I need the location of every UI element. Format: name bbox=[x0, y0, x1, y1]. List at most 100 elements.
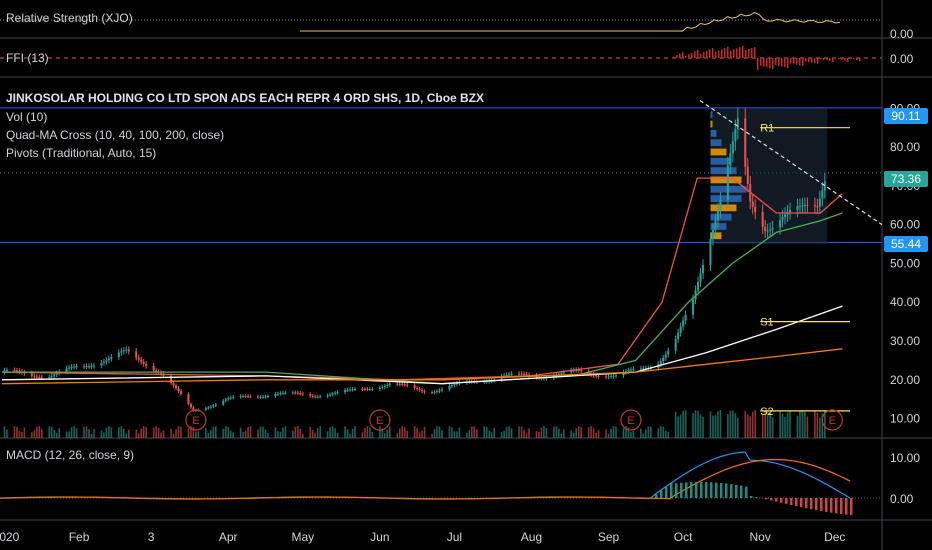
volume-bar bbox=[664, 430, 667, 438]
candle-body bbox=[726, 165, 729, 200]
volume-bar bbox=[597, 430, 600, 438]
candle-body bbox=[294, 392, 297, 394]
candle-body bbox=[729, 153, 732, 166]
macd-histogram-bar bbox=[670, 483, 673, 498]
volume-bar bbox=[292, 430, 294, 438]
candle-body bbox=[107, 358, 110, 361]
ffi-bar bbox=[823, 58, 825, 60]
candle-body bbox=[754, 206, 757, 213]
study-quad-ma[interactable]: Quad-MA Cross (10, 40, 100, 200, close) bbox=[6, 128, 225, 142]
candle-body bbox=[560, 373, 563, 375]
candle-body bbox=[284, 392, 287, 394]
candle-body bbox=[70, 366, 73, 368]
volume-bar bbox=[85, 426, 88, 438]
candle-body bbox=[597, 375, 600, 377]
trendline bbox=[699, 100, 883, 226]
ffi-bar bbox=[751, 48, 753, 58]
volume-bar bbox=[456, 431, 458, 438]
macd-histogram-bar bbox=[685, 482, 688, 498]
volume-bar bbox=[366, 426, 369, 438]
candle-body bbox=[319, 396, 322, 398]
candle-body bbox=[545, 377, 548, 379]
candle-body bbox=[35, 376, 38, 378]
candle-body bbox=[570, 370, 573, 373]
candle-body bbox=[813, 205, 816, 207]
volume-bar bbox=[761, 414, 764, 438]
candle-body bbox=[702, 264, 705, 274]
ffi-bar bbox=[790, 58, 792, 64]
candle-body bbox=[346, 389, 349, 391]
time-axis-label: Sep bbox=[598, 530, 620, 544]
volume-bar bbox=[23, 427, 26, 438]
ffi-bar bbox=[763, 58, 765, 67]
volume-bar bbox=[162, 430, 165, 438]
candle-body bbox=[441, 389, 443, 391]
volume-bar bbox=[535, 430, 538, 438]
candle-body bbox=[331, 393, 334, 395]
ffi-bar bbox=[730, 50, 732, 58]
candle-body bbox=[642, 368, 645, 370]
earnings-marker-label: E bbox=[829, 415, 836, 427]
candle-body bbox=[448, 386, 451, 390]
volume-bar bbox=[75, 428, 78, 438]
volume-bar bbox=[781, 413, 784, 438]
volume-bar bbox=[677, 416, 679, 438]
study-pivots[interactable]: Pivots (Traditional, Auto, 15) bbox=[6, 146, 157, 160]
candle-body bbox=[30, 373, 33, 376]
volume-bar bbox=[135, 429, 138, 438]
volume-bar bbox=[369, 427, 371, 438]
macd-histogram-bar bbox=[750, 495, 753, 498]
volume-bar bbox=[694, 410, 697, 438]
volume-bar bbox=[632, 430, 635, 438]
candle-body bbox=[523, 373, 526, 375]
volume-bar bbox=[326, 431, 329, 438]
candle-body bbox=[622, 372, 625, 376]
candle-body bbox=[562, 372, 565, 374]
volume-bar bbox=[438, 426, 441, 438]
candle-body bbox=[699, 273, 702, 282]
volume-bar bbox=[625, 426, 627, 438]
pivot-label-s2: S2 bbox=[760, 406, 773, 418]
volume-bar bbox=[523, 429, 525, 438]
study-vol[interactable]: Vol (10) bbox=[6, 110, 48, 124]
volume-bar bbox=[453, 431, 456, 438]
macd-histogram-bar bbox=[715, 482, 718, 498]
volume-bar bbox=[40, 428, 43, 438]
price-axis-tick: 30.00 bbox=[890, 334, 920, 348]
candle-body bbox=[450, 385, 453, 387]
volume-bar bbox=[483, 426, 486, 438]
candle-body bbox=[744, 118, 747, 167]
macd-histogram-bar bbox=[785, 498, 788, 504]
volume-bar bbox=[222, 428, 225, 438]
candle-body bbox=[627, 370, 630, 372]
candle-body bbox=[761, 212, 764, 227]
ffi-bar bbox=[724, 47, 726, 58]
volume-profile-row bbox=[710, 111, 713, 119]
candle-body bbox=[18, 370, 21, 372]
ffi-bar bbox=[682, 52, 684, 58]
volume-bar bbox=[488, 430, 491, 438]
candle-body bbox=[711, 230, 714, 239]
volume-bar bbox=[262, 426, 264, 438]
macd-histogram-bar bbox=[845, 498, 848, 515]
volume-bar bbox=[354, 426, 356, 438]
rs-line bbox=[300, 11, 841, 32]
candle-body bbox=[510, 373, 513, 375]
price-axis-tick: 60.00 bbox=[890, 218, 920, 232]
volume-bar bbox=[160, 432, 162, 438]
volume-bar bbox=[458, 427, 461, 438]
candle-body bbox=[122, 350, 125, 352]
candle-body bbox=[194, 410, 197, 412]
macd-histogram-bar bbox=[810, 498, 813, 510]
macd-histogram-bar bbox=[695, 482, 698, 498]
ffi-bar bbox=[688, 54, 690, 58]
volume-bar bbox=[105, 427, 108, 438]
volume-bar bbox=[784, 417, 786, 438]
volume-bar bbox=[279, 431, 282, 438]
ffi-bar bbox=[748, 49, 750, 58]
candle-body bbox=[388, 383, 391, 385]
time-axis-label: Dec bbox=[824, 530, 845, 544]
volume-bar bbox=[334, 428, 336, 438]
ffi-bar bbox=[844, 58, 846, 61]
